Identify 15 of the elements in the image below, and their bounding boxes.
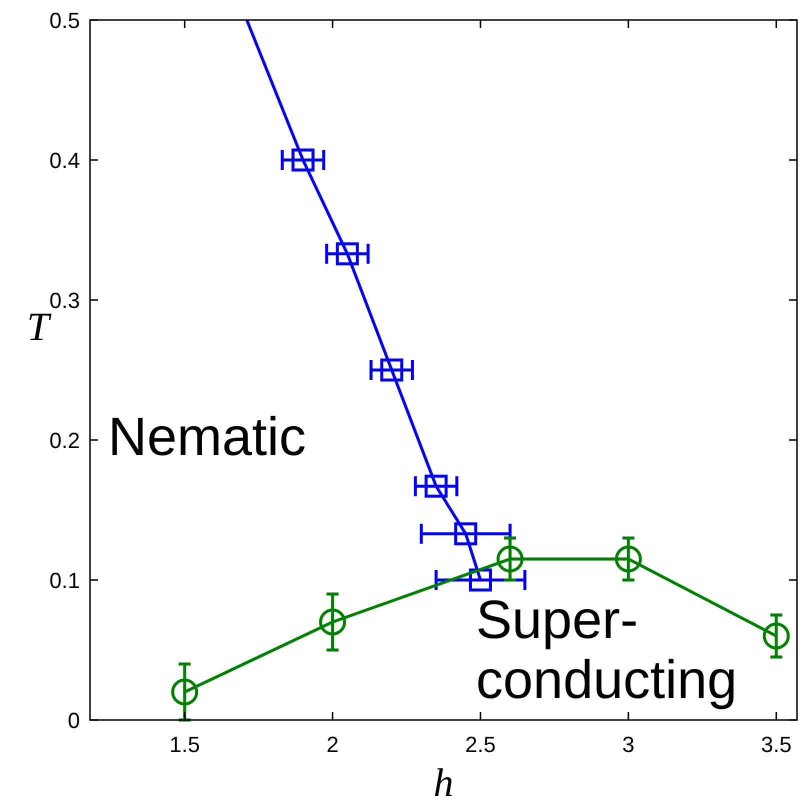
y-tick-label: 0.1 bbox=[49, 568, 80, 593]
x-tick-label: 2.5 bbox=[465, 732, 496, 757]
x-tick-label: 3 bbox=[622, 732, 635, 757]
annotation: Super- conducting bbox=[476, 590, 738, 710]
y-tick-label: 0 bbox=[68, 708, 80, 733]
x-tick-label: 2 bbox=[326, 732, 339, 757]
annotation: Nematic bbox=[108, 407, 306, 467]
x-axis-title: h bbox=[434, 760, 454, 804]
x-tick-label: 3.5 bbox=[760, 732, 792, 757]
y-tick-label: 0.3 bbox=[49, 288, 80, 313]
y-axis-title: T bbox=[26, 304, 50, 349]
y-tick-label: 0.5 bbox=[49, 8, 80, 33]
y-tick-label: 0.2 bbox=[49, 428, 80, 453]
y-tick-label: 0.4 bbox=[49, 148, 80, 173]
x-tick-label: 1.5 bbox=[169, 732, 200, 757]
